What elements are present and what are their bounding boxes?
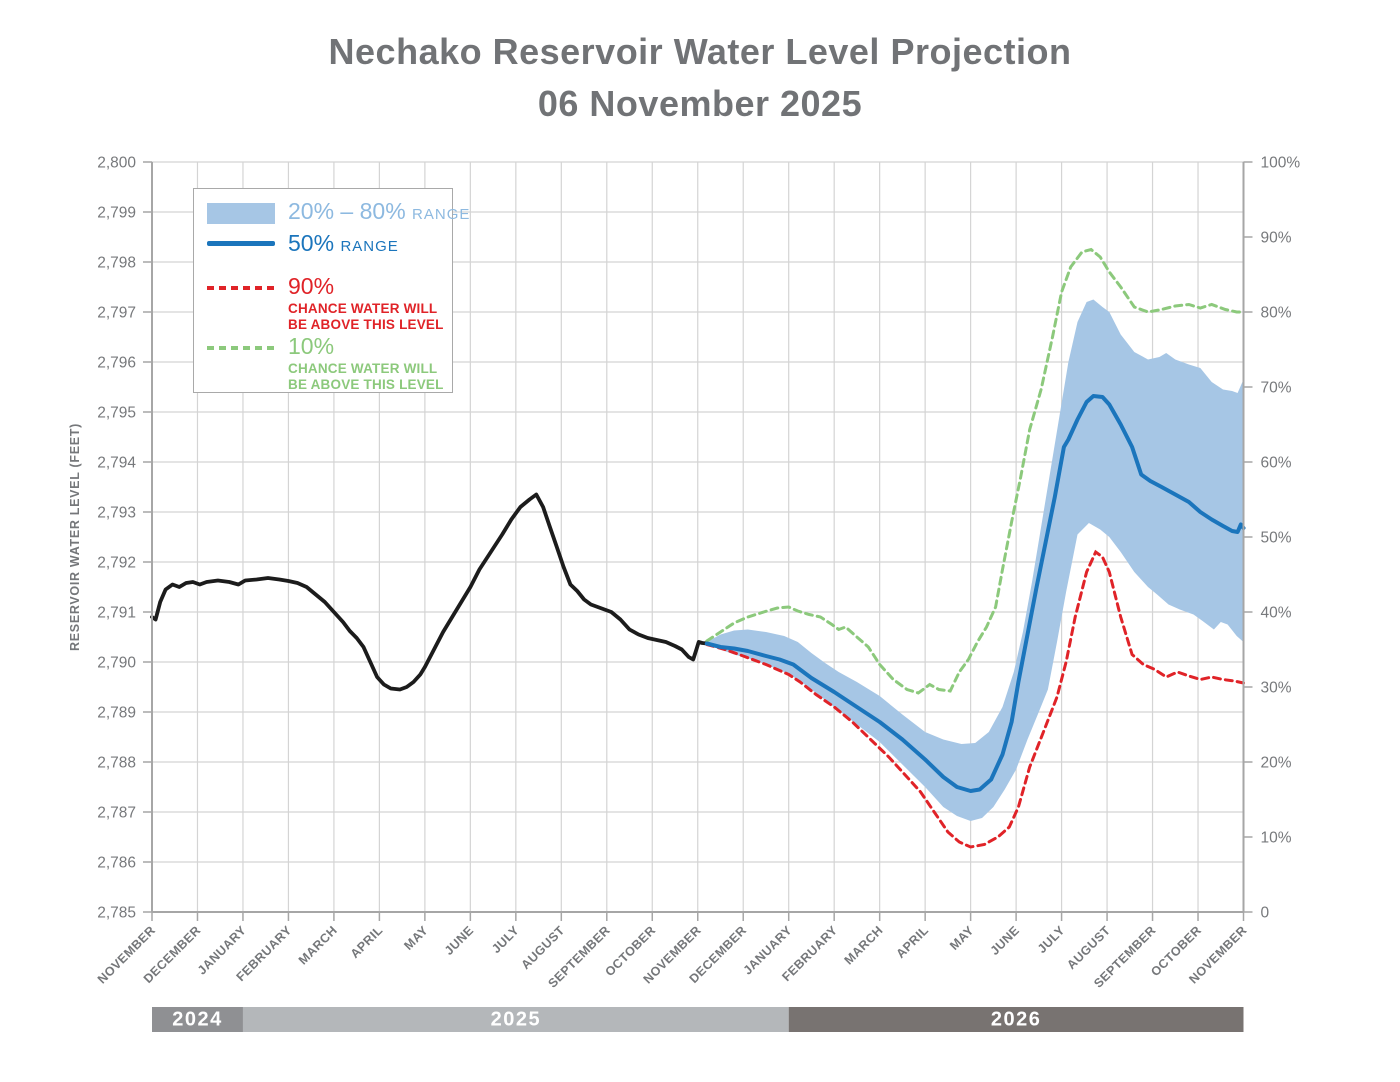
left-axis-tick-label: 2,789 — [97, 705, 136, 722]
left-axis-tick-label: 2,796 — [97, 355, 136, 372]
right-axis-tick-label: 40% — [1261, 605, 1292, 622]
y-axis-title: RESERVOIR WATER LEVEL (FEET) — [68, 423, 82, 651]
p90-description: CHANCE WATER WILL BE ABOVE THIS LEVEL — [288, 301, 444, 333]
left-axis-tick-label: 2,800 — [97, 155, 136, 172]
month-label: APRIL — [348, 923, 386, 961]
page-title: Nechako Reservoir Water Level Projection… — [0, 26, 1400, 130]
p90-description-line1: CHANCE WATER WILL — [288, 301, 438, 316]
left-axis-tick-label: 2,799 — [97, 205, 136, 222]
band-range-sublabel: RANGE — [412, 206, 471, 223]
p90-dash-swatch — [207, 286, 277, 290]
p10-label-text: 10% — [288, 333, 335, 359]
p90-label: 90% — [288, 273, 334, 300]
p90-description-line2: BE ABOVE THIS LEVEL — [288, 317, 444, 332]
month-label: MARCH — [296, 923, 340, 967]
p90-label-text: 90% — [288, 273, 335, 299]
month-label: JUNE — [442, 923, 477, 958]
p10-description: CHANCE WATER WILL BE ABOVE THIS LEVEL — [288, 361, 444, 393]
band-range-swatch — [207, 203, 275, 224]
p10-label: 10% — [288, 333, 334, 360]
year-bar-label: 2026 — [991, 1009, 1042, 1031]
year-bar-2024 — [152, 1007, 243, 1032]
median-sublabel: RANGE — [340, 238, 399, 255]
band-range-label-text: 20% – 80% — [288, 198, 406, 224]
left-axis-tick-label: 2,795 — [97, 405, 136, 422]
left-axis-tick-label: 2,785 — [97, 905, 136, 922]
month-label: MAY — [401, 923, 431, 953]
left-axis-tick-label: 2,792 — [97, 555, 136, 572]
month-label: APRIL — [893, 923, 931, 961]
median-line — [704, 394, 1246, 793]
right-axis-tick-label: 0 — [1261, 905, 1270, 922]
right-axis-tick-label: 100% — [1261, 155, 1301, 172]
right-axis-tick-label: 70% — [1261, 380, 1292, 397]
median-line-swatch — [207, 241, 275, 246]
p90-line — [705, 549, 1245, 849]
p10-dash-swatch — [207, 346, 277, 350]
left-axis-tick-label: 2,787 — [97, 805, 136, 822]
band-range-label: 20% – 80% RANGE — [288, 198, 470, 225]
right-axis-tick-label: 20% — [1261, 755, 1292, 772]
left-axis-tick-label: 2,793 — [97, 505, 136, 522]
left-axis-tick-label: 2,791 — [97, 605, 136, 622]
left-axis-tick-label: 2,788 — [97, 755, 136, 772]
title-line-2: 06 November 2025 — [537, 83, 863, 124]
p10-description-line2: BE ABOVE THIS LEVEL — [288, 377, 444, 392]
median-label-text: 50% — [288, 230, 335, 256]
year-bar-2025 — [242, 1007, 789, 1032]
month-label: JULY — [489, 923, 522, 956]
right-axis-tick-label: 30% — [1261, 680, 1292, 697]
title-line-1: Nechako Reservoir Water Level Projection — [328, 31, 1072, 72]
left-axis-tick-label: 2,798 — [97, 255, 136, 272]
month-label: MAY — [947, 923, 977, 953]
right-axis-tick-label: 90% — [1261, 230, 1292, 247]
year-bar-label: 2025 — [491, 1009, 542, 1031]
year-bar-2026 — [788, 1007, 1244, 1032]
right-axis-tick-label: 50% — [1261, 530, 1292, 547]
historical-line — [150, 492, 709, 692]
left-axis-tick-label: 2,790 — [97, 655, 136, 672]
left-axis-tick-label: 2,786 — [97, 855, 136, 872]
right-axis-tick-label: 80% — [1261, 305, 1292, 322]
right-axis-tick-label: 10% — [1261, 830, 1292, 847]
median-label: 50% RANGE — [288, 230, 399, 257]
p10-description-line1: CHANCE WATER WILL — [288, 361, 438, 376]
month-label: MARCH — [842, 923, 886, 967]
legend: 20% – 80% RANGE 50% RANGE 90% CHANCE WAT… — [193, 188, 469, 393]
month-label: JUNE — [988, 923, 1023, 958]
left-axis-tick-label: 2,794 — [97, 455, 136, 472]
year-bar-label: 2024 — [172, 1009, 223, 1031]
left-axis-tick-label: 2,797 — [97, 305, 136, 322]
p10-line — [705, 247, 1245, 695]
right-axis-tick-label: 60% — [1261, 455, 1292, 472]
band-area — [706, 299, 1244, 821]
month-label: JULY — [1035, 923, 1068, 956]
